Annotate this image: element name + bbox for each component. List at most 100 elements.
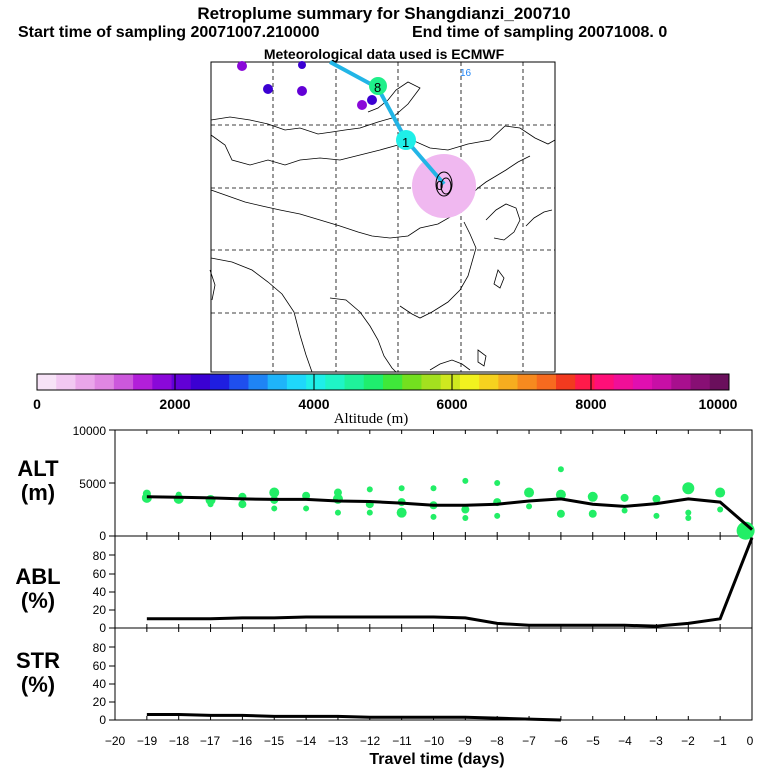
- alt-scatter-point: [175, 491, 182, 498]
- colorbar-cell: [325, 374, 346, 390]
- alt-scatter-point: [366, 486, 373, 493]
- alt-scatter-point: [587, 491, 598, 502]
- colorbar-cell: [383, 374, 403, 390]
- alt-scatter-point: [556, 509, 565, 518]
- colorbar-cell: [248, 374, 269, 390]
- abl-ytick: 40: [93, 585, 107, 599]
- alt-scatter-point: [526, 503, 533, 510]
- str-unit: (%): [21, 672, 55, 697]
- alt-scatter-point: [334, 509, 341, 516]
- track-line: [404, 138, 446, 186]
- alt-unit: (m): [21, 480, 55, 505]
- map-frame: [210, 61, 556, 373]
- alt-scatter-point: [270, 495, 279, 504]
- alt-label: ALT: [17, 456, 59, 481]
- colorbar-cell: [190, 374, 211, 390]
- alt-scatter-point: [620, 493, 629, 502]
- alt-scatter-point: [685, 509, 692, 516]
- plume-dot: [367, 95, 377, 105]
- alt-scatter-point: [303, 505, 310, 512]
- x-tick-label: −1: [713, 734, 727, 748]
- alt-panel-frame: [114, 429, 753, 537]
- colorbar-cell: [267, 374, 288, 390]
- alt-scatter-point: [365, 500, 374, 509]
- alt-scatter-point: [462, 477, 469, 484]
- colorbar-cell: [210, 374, 230, 390]
- x-tick-label: −7: [522, 734, 536, 748]
- y-tick-marks: [109, 429, 115, 721]
- colorbar-cell: [171, 374, 192, 390]
- track-line: [329, 60, 379, 90]
- alt-ytick: 10000: [73, 424, 107, 438]
- origin-contour: [440, 177, 452, 195]
- alt-scatter-point: [302, 491, 311, 500]
- colorbar-cell: [613, 374, 634, 390]
- alt-scatter-point: [555, 489, 566, 500]
- map-grid: [211, 62, 555, 372]
- alt-scatter-point: [396, 507, 407, 518]
- colorbar-tick: 4000: [298, 396, 329, 412]
- alt-scatter-point: [430, 513, 437, 520]
- colorbar-cell: [344, 374, 365, 390]
- x-tick-label: −10: [424, 734, 445, 748]
- x-tick-label: −14: [296, 734, 317, 748]
- abl-panel-frame: [114, 535, 753, 629]
- colorbar-cell: [498, 374, 519, 390]
- colorbar-cell: [575, 374, 595, 390]
- alt-scatter-point: [736, 521, 755, 540]
- colorbar-label: Altitude (m): [334, 411, 409, 427]
- colorbar-cell: [152, 374, 173, 390]
- colorbar-tick: 2000: [159, 396, 190, 412]
- colorbar-cell: [536, 374, 557, 390]
- alt-scatter-point: [653, 512, 660, 519]
- colorbar-cell: [671, 374, 692, 390]
- track-label-8: 8: [374, 80, 381, 95]
- plume-dot: [357, 100, 367, 110]
- alt-ytick: 0: [99, 529, 106, 543]
- colorbar-cell: [94, 374, 115, 390]
- colorbar-cell: [286, 374, 307, 390]
- chart-title: Retroplume summary for Shangdianzi_20071…: [197, 4, 571, 23]
- alt-scatter-point: [462, 514, 469, 521]
- colorbar-cell: [517, 374, 538, 390]
- str-ytick: 0: [99, 713, 106, 727]
- x-tick-label: −20: [105, 734, 126, 748]
- colorbar-tick: 10000: [699, 396, 738, 412]
- str-ytick: 80: [93, 641, 107, 655]
- map-label-16: 16: [460, 68, 472, 79]
- colorbar-cell: [479, 374, 499, 390]
- alt-scatter-point: [715, 487, 726, 498]
- colorbar-cell: [229, 374, 249, 390]
- str-ytick: 40: [93, 677, 107, 691]
- origin-contour: [435, 171, 453, 197]
- x-tick-label: −12: [360, 734, 381, 748]
- abl-series-line: [146, 537, 754, 628]
- x-tick-label: −11: [392, 734, 412, 748]
- x-tick-label: −5: [586, 734, 600, 748]
- track-label-0: 0: [436, 178, 443, 193]
- alt-scatter-point: [141, 492, 152, 503]
- abl-ytick: 20: [93, 603, 107, 617]
- alt-scatter-point: [398, 485, 405, 492]
- x-tick-label: −2: [681, 734, 695, 748]
- alt-scatter-point: [461, 505, 470, 514]
- colorbar-cell: [556, 374, 576, 390]
- end-time-label: End time of sampling 20071008. 0: [412, 24, 668, 41]
- str-label: STR: [16, 648, 60, 673]
- colorbar-cell: [440, 374, 461, 390]
- x-tick-label: −4: [618, 734, 632, 748]
- str-ytick: 20: [93, 695, 107, 709]
- x-tick-label: −16: [232, 734, 253, 748]
- x-tick-label: 0: [747, 734, 754, 748]
- str-ytick: 60: [93, 659, 107, 673]
- colorbar-cell: [306, 374, 326, 390]
- alt-scatter-point: [493, 498, 502, 507]
- colorbar-cell: [133, 374, 153, 390]
- colorbar-cell: [594, 374, 615, 390]
- colorbar-cell: [37, 374, 57, 390]
- plume-dot: [297, 86, 307, 96]
- alt-scatter-point: [430, 485, 437, 492]
